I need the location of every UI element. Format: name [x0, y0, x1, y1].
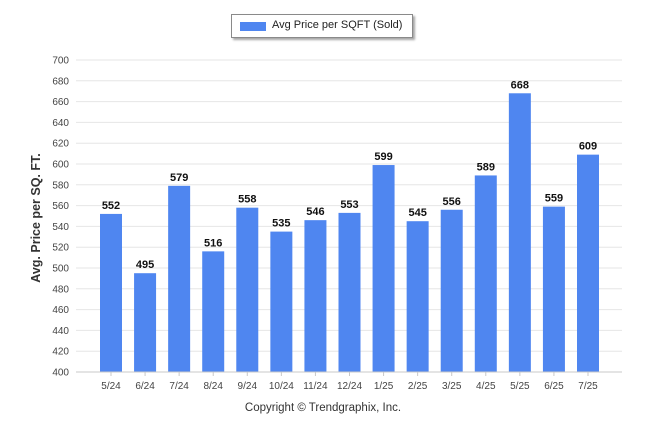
bar-7/25	[577, 154, 599, 372]
bar-7/24	[168, 185, 191, 372]
x-tick-label: 5/25	[510, 381, 530, 392]
bar-5/25	[508, 93, 531, 372]
x-axis-ticks: 5/24 6/24 7/24 8/24 9/24 10/24 11/24 12/24 1/25 2…	[101, 372, 598, 392]
y-tick-label: 600	[52, 160, 69, 171]
bar-9/24	[236, 207, 259, 372]
x-tick-label: 2/25	[408, 381, 428, 392]
data-label: 545	[408, 207, 426, 219]
y-tick-label: 560	[52, 201, 69, 212]
x-tick-label: 7/25	[578, 381, 598, 392]
x-tick-label: 1/25	[374, 381, 394, 392]
x-tick-label: 6/25	[544, 381, 564, 392]
bar-5/24	[100, 213, 122, 372]
x-tick-label: 8/24	[203, 381, 223, 392]
x-tick-label: 10/24	[269, 381, 294, 392]
x-tick-label: 5/24	[101, 381, 121, 392]
data-label: 553	[340, 199, 358, 211]
data-label: 579	[170, 172, 188, 184]
data-label: 609	[579, 141, 597, 153]
data-label: 495	[136, 259, 154, 271]
y-tick-label: 580	[52, 180, 69, 191]
y-tick-label: 400	[52, 368, 69, 379]
y-tick-label: 420	[52, 347, 69, 358]
data-label: 546	[306, 206, 324, 218]
data-label: 599	[374, 151, 392, 163]
x-tick-label: 3/25	[442, 381, 462, 392]
data-label: 668	[511, 79, 529, 91]
bar-12/24	[338, 212, 361, 372]
data-label: 535	[272, 218, 290, 230]
bar-11/24	[304, 220, 327, 372]
bar-4/25	[474, 175, 497, 372]
y-tick-label: 480	[52, 284, 69, 295]
y-tick-label: 500	[52, 264, 69, 275]
legend: Avg Price per SQFT (Sold)	[231, 14, 413, 38]
data-label: 552	[102, 200, 120, 212]
x-tick-label: 4/25	[476, 381, 496, 392]
data-label: 516	[204, 237, 222, 249]
data-label: 559	[545, 193, 563, 205]
x-tick-label: 11/24	[303, 381, 328, 392]
bar-1/25	[372, 165, 395, 372]
y-tick-label: 680	[52, 76, 69, 87]
y-tick-label: 540	[52, 222, 69, 233]
x-tick-label: 7/24	[169, 381, 189, 392]
x-tick-label: 9/24	[238, 381, 258, 392]
y-tick-label: 520	[52, 243, 69, 254]
y-tick-label: 460	[52, 305, 69, 316]
bar-10/24	[270, 231, 293, 372]
legend-swatch	[240, 22, 266, 31]
bar-6/25	[542, 206, 565, 372]
legend-label: Avg Price per SQFT (Sold)	[272, 19, 403, 31]
x-tick-label: 6/24	[135, 381, 155, 392]
bar-2/25	[406, 221, 429, 372]
y-tick-label: 640	[52, 118, 69, 129]
x-tick-label: 12/24	[337, 381, 362, 392]
y-axis-label: Avg. Price per SQ. FT.	[29, 153, 43, 283]
bars: 552 495 579 516 558 535 546 553 599 545 556 589 668 5…	[100, 79, 599, 372]
bar-3/25	[440, 209, 463, 372]
y-tick-label: 660	[52, 97, 69, 108]
copyright-footer: Copyright © Trendgraphix, Inc.	[244, 402, 402, 414]
data-label: 556	[443, 196, 461, 208]
y-tick-label: 700	[52, 56, 69, 67]
data-label: 558	[238, 194, 256, 206]
y-tick-label: 440	[52, 326, 69, 337]
data-label: 589	[477, 161, 495, 173]
y-axis-ticks: 400 420 440 460 480 500 520 540 560 580 600 620 640 6…	[52, 56, 69, 379]
bar-8/24	[202, 251, 225, 372]
y-tick-label: 620	[52, 139, 69, 150]
bar-6/24	[134, 273, 157, 372]
